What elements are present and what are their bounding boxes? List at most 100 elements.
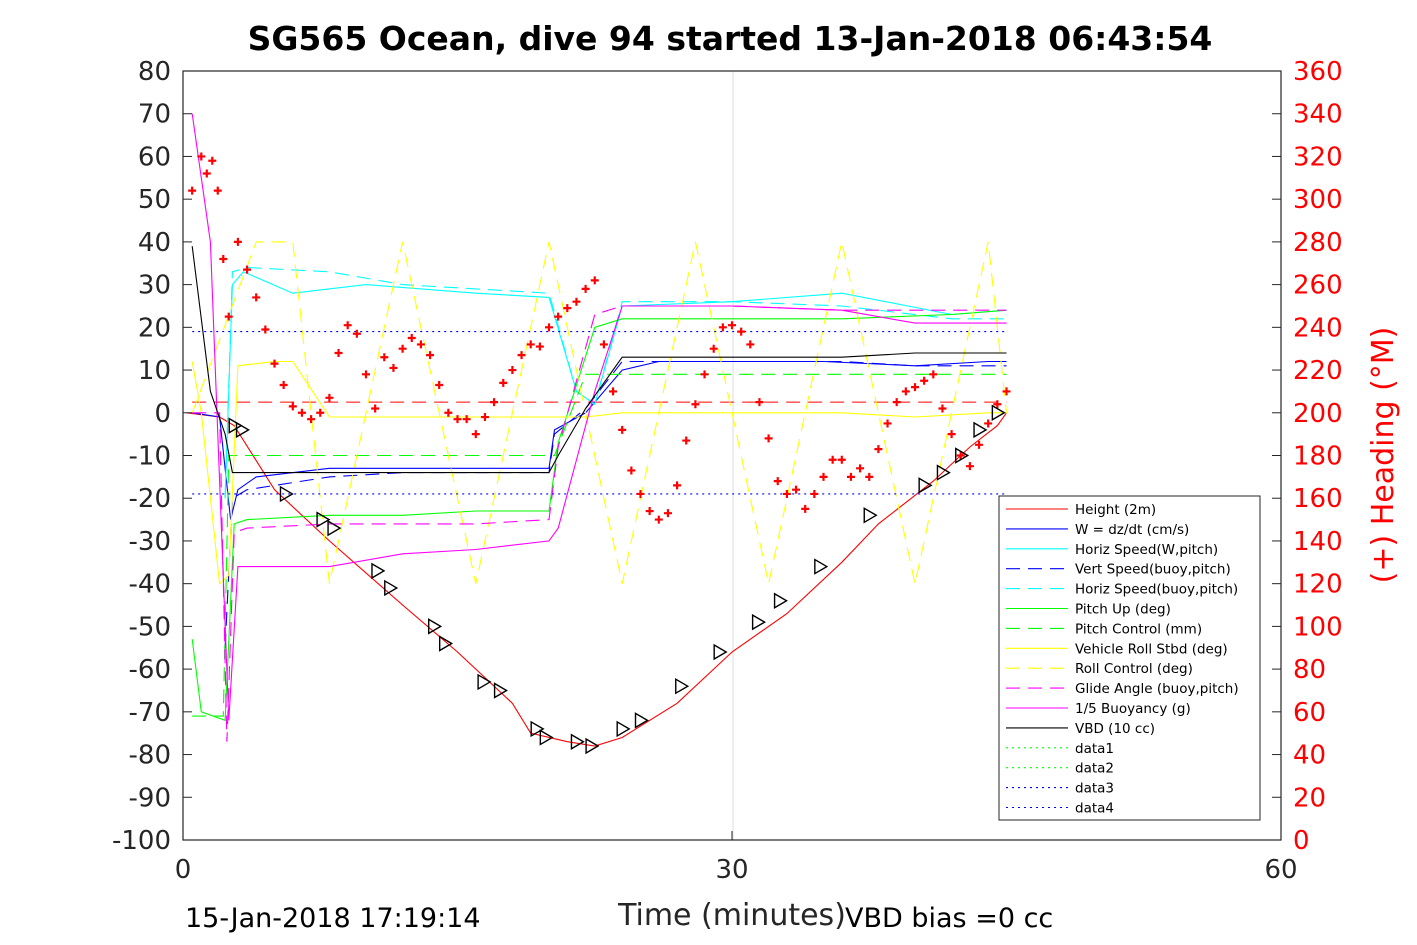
heading-point — [856, 464, 865, 473]
heading-point — [728, 321, 736, 330]
timestamp-footer: 15-Jan-2018 17:19:14 — [185, 903, 481, 934]
sample-marker — [973, 421, 988, 439]
legend-entry: Vehicle Roll Stbd (deg) — [1075, 641, 1228, 657]
sample-marker — [438, 635, 454, 652]
legend-entry: Roll Control (deg) — [1075, 661, 1193, 677]
y-tick-label: 70 — [138, 100, 171, 130]
y-tick-label: 0 — [154, 399, 171, 429]
y2-tick-label: 140 — [1293, 527, 1343, 557]
y2-tick-label: 180 — [1293, 442, 1343, 472]
heading-point — [792, 485, 801, 494]
sample-marker — [585, 737, 600, 755]
heading-point — [865, 472, 874, 481]
y2-tick-label: 260 — [1293, 271, 1343, 301]
series-line-1-5-buoyancy-g — [191, 113, 1007, 721]
y-tick-label: -70 — [129, 698, 171, 728]
heading-point — [499, 378, 508, 387]
heading-point — [202, 169, 211, 178]
y2-tick-label: 300 — [1293, 185, 1343, 215]
heading-point — [947, 430, 956, 439]
heading-point — [590, 276, 599, 285]
heading-point — [243, 265, 252, 274]
heading-point — [535, 342, 544, 351]
sample-marker — [773, 592, 788, 609]
heading-point — [993, 400, 1002, 409]
y-tick-label: -50 — [129, 612, 171, 642]
heading-point — [883, 419, 892, 428]
heading-point — [188, 186, 197, 195]
legend-entry: Height (2m) — [1075, 502, 1156, 518]
y2-tick-label: 120 — [1293, 570, 1343, 600]
y-tick-label: -100 — [112, 826, 171, 856]
y2-tick-label: 220 — [1293, 356, 1343, 386]
series-line-horiz-speed-buoy-pitch — [224, 266, 1007, 499]
y-tick-label: 80 — [138, 57, 171, 87]
heading-point — [444, 408, 453, 417]
heading-point — [673, 481, 682, 490]
heading-point — [965, 462, 974, 471]
y-tick-label: 40 — [138, 228, 171, 258]
heading-point — [819, 472, 828, 481]
heading-point — [407, 334, 416, 343]
left-axis-ticks: 80 70 60 50 40 30 20 10 0 -10 -20 -30 -40 -50 -60 -70 -8… — [112, 57, 192, 856]
y2-tick-label: 40 — [1293, 741, 1326, 771]
heading-point — [252, 293, 261, 302]
heading-point — [563, 304, 572, 313]
heading-point — [1002, 387, 1011, 396]
series-line-vbd-10-cc — [191, 246, 1007, 474]
legend-entry: data4 — [1075, 801, 1114, 817]
y-tick-label: -10 — [129, 442, 171, 472]
legend-entry: data1 — [1075, 741, 1114, 757]
y2-tick-label: 280 — [1293, 228, 1343, 258]
y-tick-label: 60 — [138, 142, 171, 172]
y2-tick-label: 80 — [1293, 655, 1326, 685]
heading-point — [380, 353, 389, 362]
legend-entry: data3 — [1075, 781, 1114, 797]
sample-marker — [384, 579, 399, 597]
vbd-bias-footer: VBD bias =0 cc — [845, 903, 1053, 934]
x-tick-label: 30 — [715, 855, 748, 885]
y-tick-label: -30 — [129, 527, 171, 557]
legend-entry: Vert Speed(buoy,pitch) — [1075, 562, 1231, 578]
sample-marker — [316, 511, 331, 528]
heading-point — [581, 284, 590, 293]
y2-tick-label: 200 — [1293, 399, 1343, 429]
y2-tick-label: 360 — [1293, 57, 1343, 87]
y2-tick-label: 60 — [1293, 698, 1326, 728]
y-tick-label: -40 — [129, 570, 171, 600]
y-tick-label: 20 — [138, 313, 171, 343]
legend-entry: W = dz/dt (cm/s) — [1075, 522, 1189, 538]
heading-point — [837, 455, 846, 464]
sample-marker — [570, 733, 585, 750]
heading-point — [197, 152, 206, 161]
heading-point — [398, 344, 407, 353]
heading-point — [462, 415, 471, 424]
heading-point — [471, 430, 480, 439]
heading-point — [545, 323, 553, 332]
legend-entry: 1/5 Buoyancy (g) — [1075, 701, 1191, 717]
x-axis-ticks: 0 30 60 — [175, 831, 1298, 885]
y2-tick-label: 240 — [1293, 313, 1343, 343]
heading-point — [490, 398, 499, 407]
heading-point — [554, 312, 563, 321]
series-line-pitch-control-mm — [192, 373, 1007, 717]
heading-point — [975, 440, 984, 449]
heading-point — [508, 366, 517, 375]
sample-marker — [936, 464, 951, 481]
series-line-horiz-speed-w-pitch — [224, 271, 1007, 499]
y-tick-label: -20 — [129, 484, 171, 514]
heading-point — [764, 434, 773, 443]
heading-point — [773, 477, 782, 486]
legend: Height (2m) W = dz/dt (cm/s) Horiz Speed(W… — [998, 495, 1261, 821]
heading-point — [526, 340, 535, 349]
y-tick-label: 50 — [138, 185, 171, 215]
heading-point — [718, 323, 727, 332]
heading-point — [297, 408, 306, 417]
sample-marker — [675, 677, 690, 695]
y-tick-label: -80 — [129, 741, 171, 771]
y2-tick-label: 0 — [1293, 826, 1310, 856]
heading-point — [362, 370, 370, 379]
heading-point — [609, 387, 618, 396]
sample-marker — [428, 618, 443, 635]
heading-point — [700, 370, 709, 379]
